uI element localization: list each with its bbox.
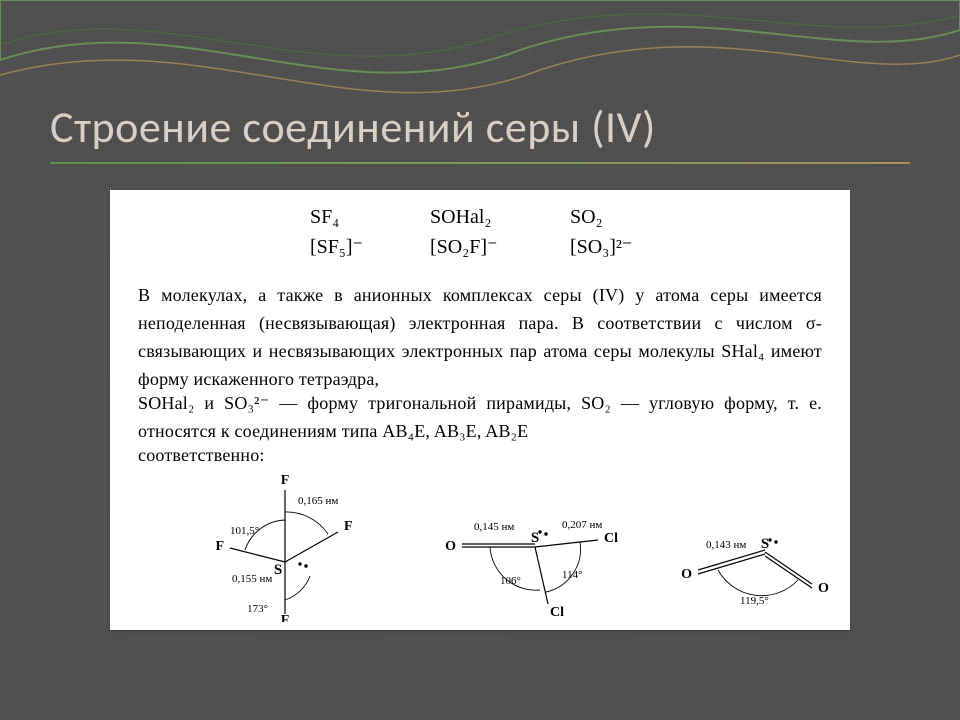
sf4-angle-eq: 101,5° [230,525,259,537]
content-box: SF₄ [SF₅]⁻ SOHal₂ [SO₂F]⁻ SO₂ [SO₃]²⁻ В … [110,190,850,630]
svg-text:S: S [761,536,769,552]
svg-text:F: F [281,613,290,622]
so2-angle: 119,5° [740,595,769,607]
slide-title: Строение соединений серы (IV) [50,100,656,154]
diagram-row: F F F F S 0,165 нм 101,5° 0,155 нм 173° [110,472,850,622]
svg-text:O: O [681,567,692,582]
svg-text:S: S [531,530,539,546]
sf4-bond-ax: 0,165 нм [298,495,338,507]
socl2-angle1: 106° [500,575,521,587]
slide: Строение соединений серы (IV) SF₄ [SF₅]⁻… [0,0,960,720]
diagram-sf4: F F F F S 0,165 нм 101,5° 0,155 нм 173° [200,472,370,622]
title-underline [50,162,910,164]
svg-text:Cl: Cl [604,531,618,546]
svg-text:O: O [818,581,829,596]
svg-text:F: F [281,473,290,488]
formula-so2f: [SO₂F]⁻ [430,232,498,262]
socl2-bond-so: 0,145 нм [474,521,514,533]
sf4-bond-eq: 0,155 нм [232,573,272,585]
paragraph-2: SOHal₂ и SO₃²⁻ — форму тригональной пира… [138,390,822,446]
formula-sohal2: SOHal₂ [430,202,498,232]
formula-so3: [SO₃]²⁻ [570,232,632,262]
svg-text:Cl: Cl [550,605,564,620]
paragraph-3: соответственно: [138,442,822,470]
formula-sf5: [SF₅]⁻ [310,232,363,262]
svg-text:O: O [445,539,456,554]
socl2-bond-scl: 0,207 нм [562,519,602,531]
socl2-angle2: 114° [562,569,583,581]
paragraph-1: В молекулах, а также в анионных комплекс… [138,282,822,394]
diagram-so2: O O S 0,143 нм 119,5° [670,512,830,622]
svg-text:F: F [215,539,224,554]
svg-text:F: F [344,519,353,534]
diagram-socl2: O Cl Cl S 0,145 нм 0,207 нм 106° 114° [430,492,630,622]
so2-bond: 0,143 нм [706,539,746,551]
formula-so2: SO₂ [570,202,632,232]
sf4-angle-ax: 173° [247,603,268,615]
svg-text:S: S [274,562,282,578]
formula-sf4: SF₄ [310,202,363,232]
